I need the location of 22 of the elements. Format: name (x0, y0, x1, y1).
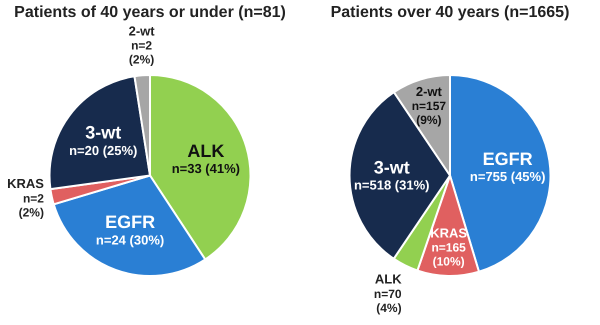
chart-title: Patients over 40 years (n=1665) (330, 3, 570, 23)
data-label: n=70 (4%) (374, 286, 402, 315)
data-label: n=755 (45%) (470, 169, 546, 184)
slice-label: KRAS (430, 225, 468, 240)
data-label: n=2 (2%) (128, 38, 154, 67)
slice-label: ALK (187, 140, 224, 161)
data-label: n=33 (41%) (172, 160, 240, 176)
slice-label: 2-wt (128, 23, 156, 38)
data-label: n=24 (30%) (96, 232, 164, 248)
slice-label: 3-wt (374, 157, 410, 178)
slice-label: 2-wt (416, 84, 443, 99)
slice-label: ALK (374, 272, 402, 287)
data-label: n=157 (9%) (412, 99, 446, 128)
data-label: n=518 (31%) (354, 178, 430, 193)
data-label: n=20 (25%) (69, 142, 138, 158)
chart-title: Patients of 40 years or under (n=81) (14, 4, 286, 21)
slice-label: KRAS (7, 176, 44, 192)
slice-label: 3-wt (85, 122, 122, 143)
data-label: n=165 (10%) (431, 240, 466, 269)
slice-label: EGFR (482, 148, 533, 169)
slice-label: EGFR (105, 212, 156, 232)
data-label: n=2 (2%) (18, 191, 44, 220)
